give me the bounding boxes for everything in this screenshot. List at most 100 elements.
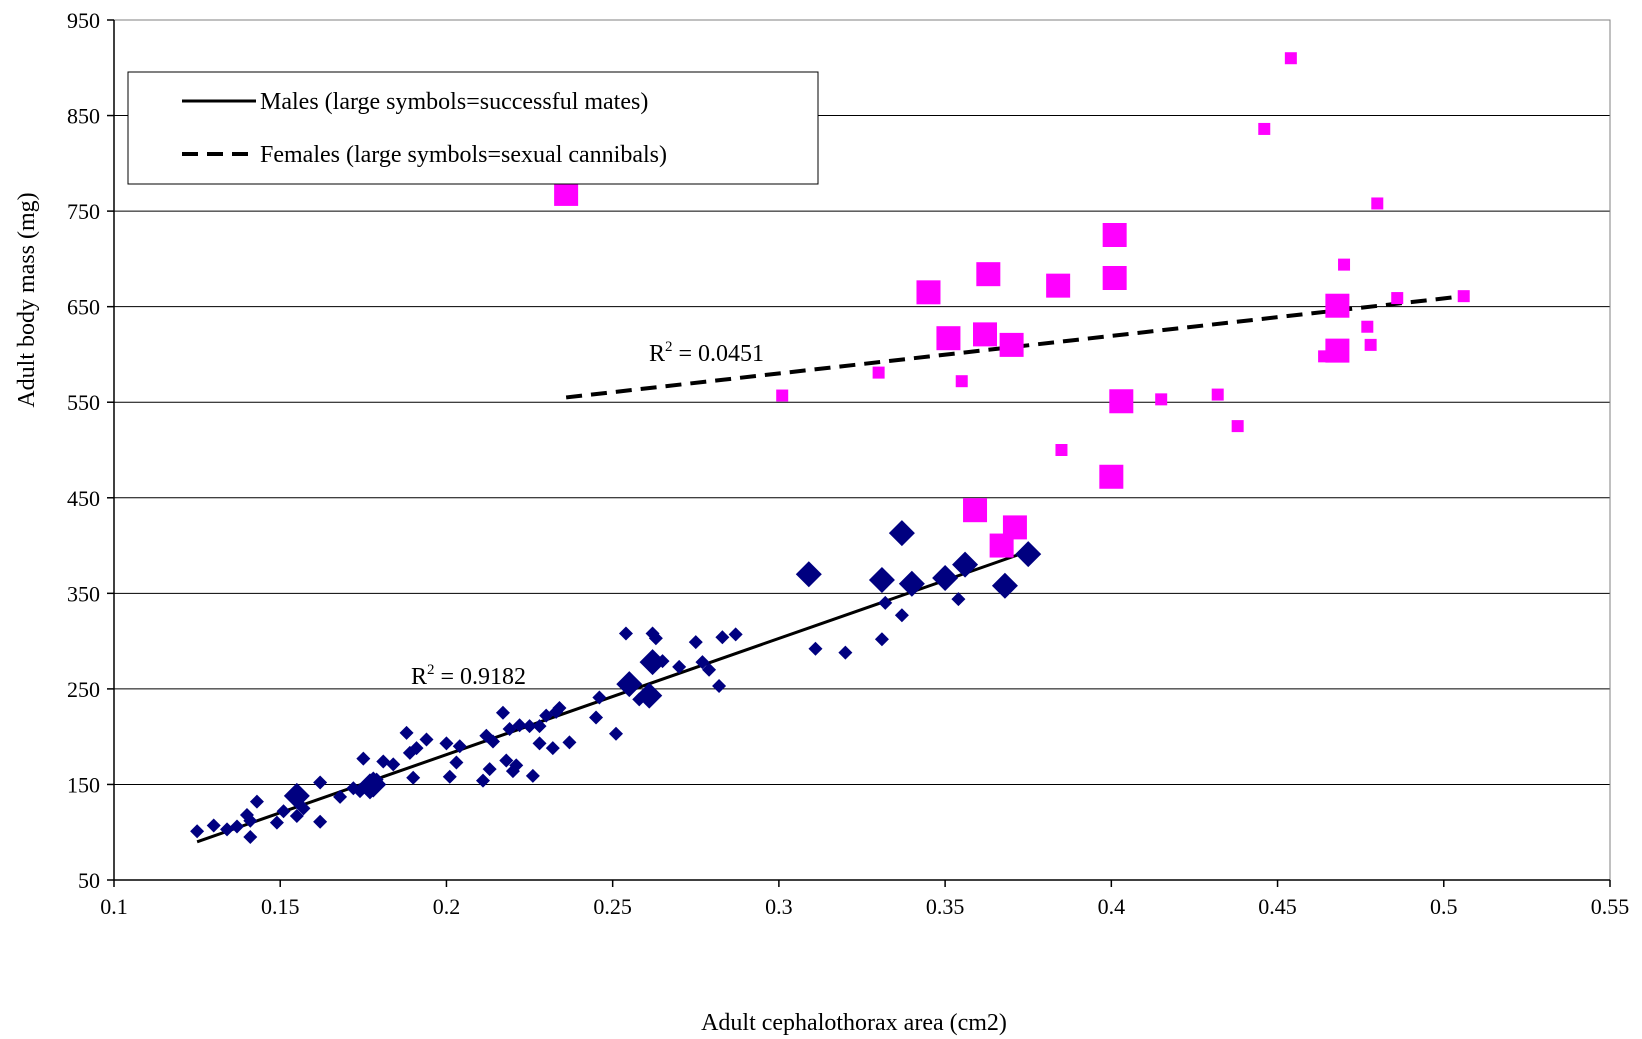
x-tick-label: 0.2 <box>433 894 461 919</box>
male-point-small <box>220 822 235 837</box>
male-point-small <box>269 815 284 830</box>
x-tick-label: 0.4 <box>1098 894 1126 919</box>
male-point-small <box>485 734 500 749</box>
male-point-small <box>313 775 328 790</box>
y-tick-label: 950 <box>67 8 100 33</box>
male-point-small <box>808 641 823 656</box>
male-point-small <box>838 645 853 660</box>
male-point-small <box>672 659 687 674</box>
male-point-small <box>525 768 540 783</box>
male-point-small <box>532 736 547 751</box>
x-tick-label: 0.45 <box>1258 894 1297 919</box>
male-point-small <box>495 705 510 720</box>
male-point-small <box>399 725 414 740</box>
male-point-large <box>991 572 1018 599</box>
male-point-small <box>712 679 727 694</box>
female-point-large <box>1046 273 1071 298</box>
female-point-small <box>1231 420 1244 433</box>
x-axis-title: Adult cephalothorax area (cm2) <box>701 1010 1007 1036</box>
female-point-large <box>1102 266 1127 290</box>
male-point-large <box>888 520 915 547</box>
male-point-small <box>409 741 424 756</box>
x-tick-label: 0.5 <box>1430 894 1458 919</box>
male-point-small <box>618 626 633 641</box>
male-point-small <box>476 773 491 788</box>
male-point-small <box>230 819 245 834</box>
male-point-large <box>360 771 387 798</box>
female-point-small <box>1361 320 1374 333</box>
male-point-small <box>522 719 537 734</box>
r-squared-male-r: R <box>411 664 427 690</box>
male-point-small <box>728 627 743 642</box>
female-point-large <box>1109 389 1134 414</box>
female-point-small <box>955 375 968 388</box>
male-point-large <box>932 565 959 592</box>
female-point-small <box>1457 290 1470 303</box>
x-tick-label: 0.35 <box>926 894 965 919</box>
male-point-small <box>276 804 291 819</box>
male-point-small <box>695 655 710 670</box>
female-point-large <box>1325 293 1350 318</box>
male-point-large <box>952 551 979 578</box>
male-point-small <box>608 726 623 741</box>
male-point-small <box>482 762 497 777</box>
female-point-large <box>1002 515 1027 540</box>
male-point-small <box>190 824 205 839</box>
male-point-small <box>249 794 264 809</box>
female-point-small <box>1258 122 1271 135</box>
male-point-small <box>715 630 730 645</box>
female-point-small <box>1371 197 1384 210</box>
male-point-large <box>1015 541 1042 568</box>
female-point-small <box>1364 338 1377 351</box>
female-point-small <box>1284 52 1297 65</box>
r-squared-female-superscript: 2 <box>665 339 673 355</box>
female-point-large <box>1099 464 1124 489</box>
male-point-small <box>951 592 966 607</box>
y-tick-label: 350 <box>67 581 100 606</box>
female-point-large <box>999 332 1024 357</box>
legend-label-females: Females (large symbols=sexual cannibals) <box>260 142 667 168</box>
male-point-small <box>449 755 464 770</box>
r-squared-female-annotation: R2 = 0.0451 <box>649 339 764 367</box>
female-point-small <box>872 366 885 379</box>
male-point-small <box>545 741 560 756</box>
male-point-small <box>356 751 371 766</box>
male-point-small <box>243 813 258 828</box>
male-point-small <box>532 719 547 734</box>
legend: Males (large symbols=successful mates) F… <box>127 71 819 185</box>
male-point-large <box>898 570 925 597</box>
male-point-small <box>874 632 889 647</box>
male-point-small <box>406 770 421 785</box>
male-point-small <box>878 595 893 610</box>
y-axis-title: Adult body mass (mg) <box>14 192 40 407</box>
female-point-large <box>973 322 998 347</box>
female-point-small <box>1338 258 1351 271</box>
male-point-small <box>333 789 348 804</box>
r-squared-male-superscript: 2 <box>427 662 435 678</box>
female-point-large <box>554 181 579 206</box>
tick-labels: 50 150 250 350 450 550 650 750 850 950 0.1 0.15 0.2 0… <box>67 8 1629 919</box>
female-point-small <box>1391 292 1404 305</box>
y-tick-label: 650 <box>67 295 100 320</box>
axes <box>107 19 1611 887</box>
female-point-large <box>1325 338 1350 363</box>
female-point-large <box>976 262 1001 287</box>
male-point-large <box>636 682 663 709</box>
y-tick-label: 250 <box>67 677 100 702</box>
female-point-large <box>963 498 988 523</box>
male-point-small <box>439 736 454 751</box>
male-trendline <box>196 549 1029 844</box>
x-tick-label: 0.55 <box>1591 894 1630 919</box>
r-squared-female-value: = 0.0451 <box>673 341 765 367</box>
female-point-large <box>916 280 941 305</box>
r-squared-female-r: R <box>649 341 665 367</box>
male-point-small <box>243 830 258 844</box>
male-point-small <box>289 808 304 823</box>
male-point-small <box>589 710 604 725</box>
male-point-small <box>442 769 457 784</box>
male-point-small <box>552 701 567 715</box>
female-point-small <box>1211 388 1224 401</box>
y-tick-label: 850 <box>67 104 100 129</box>
female-point-small <box>1155 393 1168 406</box>
